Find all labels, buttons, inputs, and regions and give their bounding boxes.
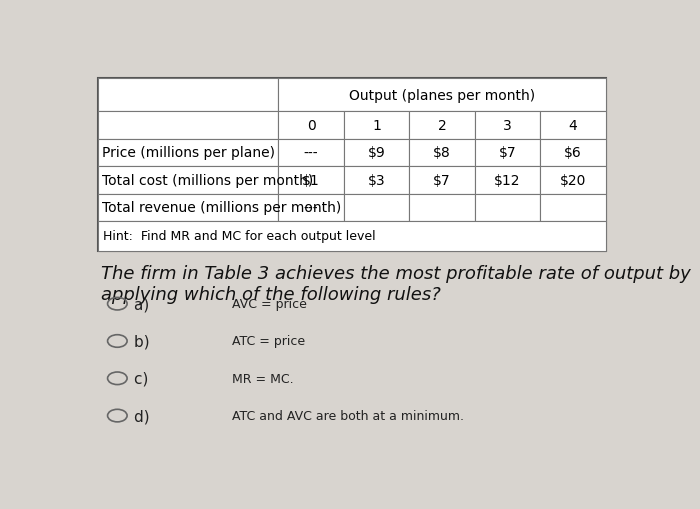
- Bar: [279, 79, 606, 112]
- Text: Total cost (millions per month): Total cost (millions per month): [102, 174, 313, 188]
- Text: a): a): [134, 297, 154, 312]
- Text: MR = MC.: MR = MC.: [232, 372, 294, 385]
- Bar: [279, 139, 344, 167]
- Bar: [344, 194, 410, 222]
- Bar: [540, 194, 606, 222]
- Bar: [540, 112, 606, 139]
- Text: Output (planes per month): Output (planes per month): [349, 89, 535, 102]
- Text: $1: $1: [302, 174, 320, 188]
- Text: d): d): [134, 408, 154, 423]
- Bar: [98, 194, 279, 222]
- Text: $3: $3: [368, 174, 386, 188]
- Bar: [410, 167, 475, 194]
- Text: b): b): [134, 334, 154, 349]
- Text: c): c): [134, 371, 153, 386]
- Text: AVC = price: AVC = price: [232, 298, 307, 310]
- Bar: [279, 194, 344, 222]
- Text: ATC = price: ATC = price: [232, 335, 305, 348]
- Text: 1: 1: [372, 119, 381, 133]
- Text: $9: $9: [368, 146, 386, 160]
- Text: ---: ---: [304, 201, 318, 215]
- Bar: [279, 112, 344, 139]
- Text: 4: 4: [568, 119, 578, 133]
- Bar: [475, 112, 540, 139]
- Bar: [344, 167, 410, 194]
- Text: Total revenue (millions per month): Total revenue (millions per month): [102, 201, 341, 215]
- Bar: [540, 167, 606, 194]
- Bar: [410, 139, 475, 167]
- Bar: [98, 112, 279, 139]
- Bar: [98, 222, 606, 251]
- Bar: [410, 194, 475, 222]
- Bar: [475, 194, 540, 222]
- Bar: [98, 79, 279, 112]
- Text: $20: $20: [560, 174, 586, 188]
- Text: ---: ---: [304, 146, 318, 160]
- Text: ATC and AVC are both at a minimum.: ATC and AVC are both at a minimum.: [232, 409, 464, 422]
- Text: The firm in Table 3 achieves the most profitable rate of output by
applying whic: The firm in Table 3 achieves the most pr…: [101, 265, 691, 303]
- Bar: [98, 79, 606, 251]
- Text: $7: $7: [498, 146, 516, 160]
- Bar: [540, 139, 606, 167]
- Bar: [98, 139, 279, 167]
- Bar: [475, 167, 540, 194]
- Text: $7: $7: [433, 174, 451, 188]
- Text: Hint:  Find MR and MC for each output level: Hint: Find MR and MC for each output lev…: [103, 230, 375, 243]
- Bar: [410, 112, 475, 139]
- Text: $12: $12: [494, 174, 521, 188]
- Text: $6: $6: [564, 146, 582, 160]
- Text: 3: 3: [503, 119, 512, 133]
- Bar: [344, 139, 410, 167]
- Text: $8: $8: [433, 146, 451, 160]
- Bar: [475, 139, 540, 167]
- Bar: [98, 167, 279, 194]
- Text: 2: 2: [438, 119, 447, 133]
- Text: 0: 0: [307, 119, 316, 133]
- Text: Price (millions per plane): Price (millions per plane): [102, 146, 274, 160]
- Bar: [279, 167, 344, 194]
- Bar: [344, 112, 410, 139]
